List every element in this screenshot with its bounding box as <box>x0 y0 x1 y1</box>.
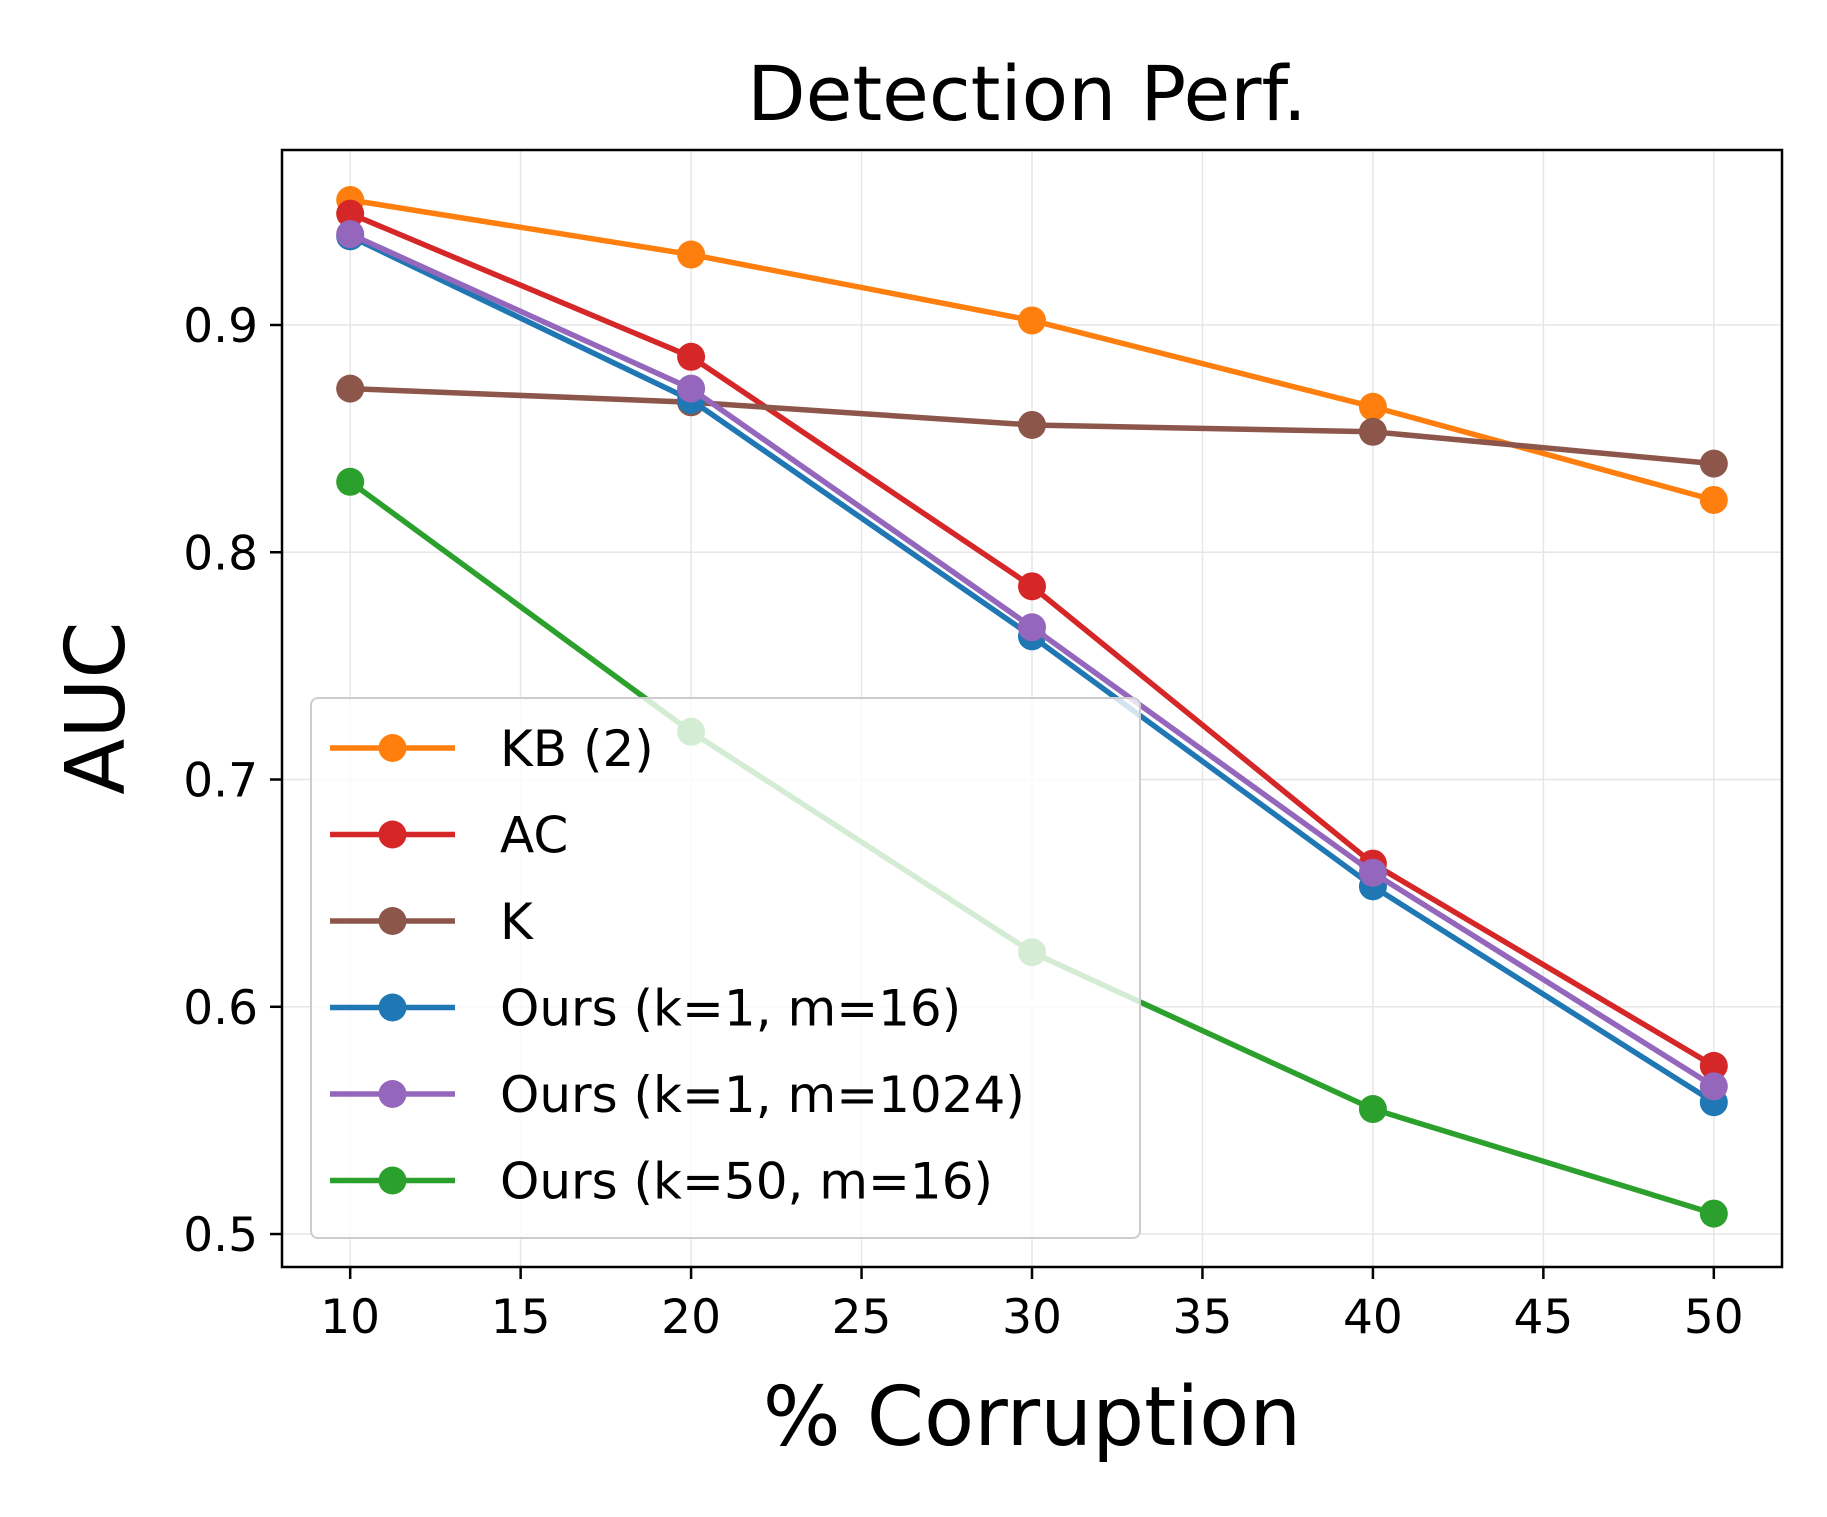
data-point-ours-k-50-m-16 <box>336 467 365 496</box>
legend-marker-swatch <box>378 1080 407 1108</box>
data-point-ac <box>677 342 706 371</box>
data-point-ours-k-1-m-1024 <box>336 220 365 249</box>
chart-title: Detection Perf. <box>747 49 1307 138</box>
x-tick-label: 45 <box>1513 1290 1573 1345</box>
series-ours-k-1-m-1024 <box>336 220 1728 1101</box>
data-point-ours-k-50-m-16 <box>1358 1095 1387 1124</box>
y-axis-ticks: 0.5 0.6 0.7 0.8 0.9 <box>183 299 282 1263</box>
data-point-k <box>336 374 365 403</box>
data-point-k <box>1358 417 1387 446</box>
y-tick-label: 0.8 <box>183 526 258 581</box>
x-tick-label: 35 <box>1173 1290 1233 1345</box>
y-tick-label: 0.7 <box>183 754 258 809</box>
data-point-ac <box>336 199 365 228</box>
data-point-kb-2 <box>1018 306 1046 335</box>
data-point-ours-k-1-m-1024 <box>677 374 706 403</box>
legend-marker-swatch <box>378 907 407 935</box>
legend-entry: KB (2) <box>330 720 654 778</box>
legend-label: Ours (k=1, m=16) <box>500 980 961 1038</box>
legend-entry: Ours (k=1, m=1024) <box>330 1066 1025 1124</box>
data-point-kb-2 <box>1358 392 1387 421</box>
y-tick-label: 0.5 <box>183 1208 258 1263</box>
legend-label: K <box>500 893 534 951</box>
legend-marker-swatch <box>378 1166 407 1195</box>
series-ac <box>336 199 1728 1080</box>
x-tick-label: 50 <box>1684 1290 1744 1345</box>
x-tick-label: 40 <box>1343 1290 1403 1345</box>
legend-entry: K <box>330 893 534 951</box>
data-point-ours-k-1-m-1024 <box>1018 613 1046 642</box>
x-tick-label: 25 <box>832 1290 892 1345</box>
data-point-kb-2 <box>1699 485 1728 514</box>
legend-label: AC <box>500 807 568 865</box>
legend-marker-swatch <box>378 820 407 849</box>
data-point-ours-k-50-m-16 <box>1699 1199 1728 1228</box>
legend: KB (2) AC K Ours (k=1, m=16) Ours (k=1, m=10… <box>310 697 1141 1239</box>
data-point-k <box>1699 449 1728 478</box>
y-tick-label: 0.6 <box>183 981 258 1036</box>
x-tick-label: 20 <box>661 1290 721 1345</box>
y-axis-label: AUC <box>49 621 144 794</box>
legend-label: KB (2) <box>500 720 654 778</box>
data-point-kb-2 <box>677 240 706 269</box>
x-tick-label: 10 <box>320 1290 380 1345</box>
x-tick-label: 30 <box>1002 1290 1062 1345</box>
x-axis-ticks: 10 15 20 25 30 35 40 45 50 <box>320 1267 1744 1345</box>
legend-marker-swatch <box>378 734 407 762</box>
data-point-ours-k-1-m-1024 <box>1358 858 1387 887</box>
legend-entry: Ours (k=1, m=16) <box>330 980 961 1038</box>
x-axis-label: % Corruption <box>763 1370 1302 1465</box>
data-point-ac <box>1018 572 1046 601</box>
data-point-k <box>1018 410 1046 439</box>
legend-marker-swatch <box>378 993 407 1022</box>
legend-entry: Ours (k=50, m=16) <box>330 1153 993 1211</box>
legend-box <box>310 697 1141 1239</box>
data-point-ours-k-1-m-1024 <box>1699 1072 1728 1101</box>
y-tick-label: 0.9 <box>183 299 258 354</box>
series-kb-2 <box>336 185 1728 514</box>
x-tick-label: 15 <box>491 1290 551 1345</box>
legend-label: Ours (k=1, m=1024) <box>500 1066 1025 1124</box>
plot-frame <box>280 148 1784 1269</box>
data-point-ac <box>1699 1051 1728 1080</box>
legend-label: Ours (k=50, m=16) <box>500 1153 993 1211</box>
legend-entry: AC <box>330 807 568 865</box>
